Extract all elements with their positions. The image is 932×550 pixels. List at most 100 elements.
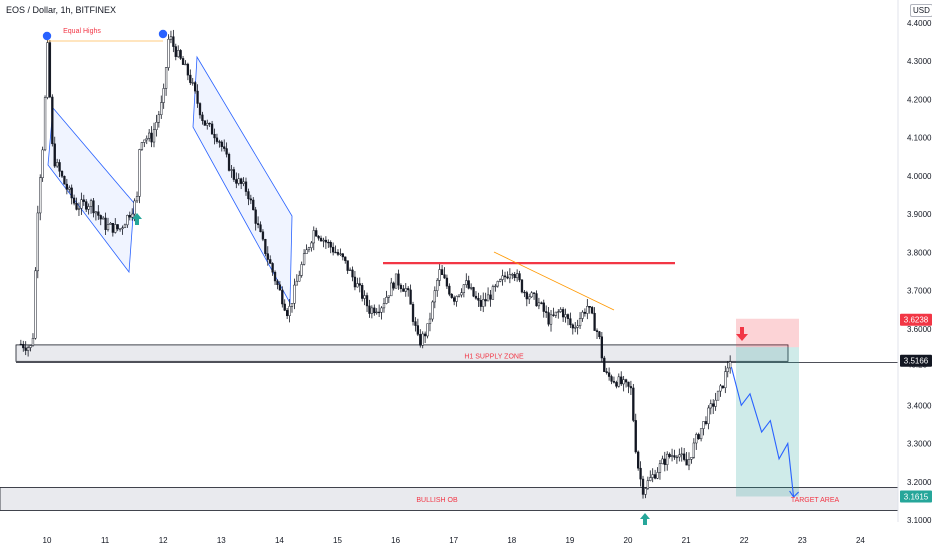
candle-body <box>331 246 335 253</box>
candle-body <box>651 474 654 478</box>
candle-body <box>223 146 226 149</box>
candle-body <box>617 376 620 387</box>
candle-body <box>622 379 625 385</box>
candle-body <box>341 253 344 258</box>
candle-body <box>24 347 27 351</box>
currency-label[interactable]: USD <box>910 4 932 17</box>
candle-body <box>104 217 107 230</box>
projection-arrowhead <box>789 490 799 498</box>
price-label: 3.6238 <box>904 316 929 325</box>
candle-body <box>213 133 216 139</box>
candle-body <box>699 428 703 440</box>
candle-body <box>624 379 628 383</box>
candle-body <box>431 301 434 320</box>
candle-body <box>632 387 635 421</box>
candle-body <box>203 120 206 126</box>
candle-body <box>29 345 32 348</box>
price-label-box <box>900 490 932 503</box>
candle-body <box>719 385 722 392</box>
candle-body <box>394 273 398 289</box>
candle-body <box>288 306 291 316</box>
candle-body <box>489 294 492 300</box>
candle-body <box>283 303 286 311</box>
candle-body <box>576 325 579 328</box>
candle-body <box>327 241 330 244</box>
candle-body <box>148 132 151 139</box>
candle-body <box>80 199 83 209</box>
candle-body <box>685 459 688 466</box>
candle-body <box>663 458 666 465</box>
candle-body <box>479 300 482 307</box>
candle-body <box>271 263 274 273</box>
candle-body <box>181 58 185 65</box>
candle-body <box>174 46 177 57</box>
candle-body <box>634 420 637 453</box>
candle-body <box>225 148 228 155</box>
candle-body <box>322 239 325 242</box>
candle-body <box>252 199 255 211</box>
candle-body <box>559 309 562 312</box>
candle-body <box>365 295 369 307</box>
y-tick-label: 3.3000 <box>907 440 932 449</box>
candle-body <box>220 141 223 147</box>
candle-body <box>557 311 560 313</box>
candle-body <box>198 103 202 116</box>
candle-body <box>133 200 136 215</box>
candle-body <box>525 292 528 300</box>
candle-body <box>675 456 679 459</box>
candle-body <box>164 67 168 89</box>
candle-body <box>237 178 240 184</box>
candle-body <box>34 270 37 339</box>
supply-zone-label: H1 SUPPLY ZONE <box>464 353 524 360</box>
candle-body <box>208 122 211 125</box>
candle-body <box>336 252 340 255</box>
candle-body <box>729 361 732 369</box>
x-tick-label: 21 <box>682 536 691 545</box>
x-tick-label: 10 <box>43 536 52 545</box>
candle-body <box>351 269 354 278</box>
candle-body <box>184 63 187 66</box>
candle-body <box>317 235 320 239</box>
candle-body <box>627 381 630 387</box>
y-tick-label: 4.2000 <box>907 95 932 104</box>
candle-body <box>564 314 567 318</box>
take-profit-box <box>736 347 799 497</box>
candle-body <box>242 181 245 184</box>
channel-layer <box>47 55 293 305</box>
candle-body <box>172 36 175 47</box>
candle-body <box>414 321 417 326</box>
candle-body <box>501 275 504 280</box>
equal-highs-label: Equal Highs <box>63 28 101 35</box>
candle-body <box>419 334 422 346</box>
candle-body <box>607 372 611 377</box>
candle-body <box>19 343 23 346</box>
candle-body <box>646 480 650 489</box>
candle-body <box>269 259 272 264</box>
candle-body <box>692 442 695 458</box>
candle-body <box>714 399 717 407</box>
candle-body <box>566 314 570 319</box>
candle-body <box>600 336 604 359</box>
candle-body <box>540 302 543 304</box>
price-label: 3.1615 <box>904 492 929 501</box>
candle-body <box>629 386 633 389</box>
candle-body <box>194 82 197 92</box>
candle-body <box>436 280 439 291</box>
candle-body <box>305 249 308 254</box>
y-tick-label: 3.8000 <box>907 248 932 257</box>
equal-high-marker <box>158 29 168 39</box>
candle-body <box>276 280 279 285</box>
candle-body <box>503 275 507 278</box>
candle-body <box>138 149 141 197</box>
candle-body <box>530 292 533 298</box>
candle-body <box>639 467 642 480</box>
candle-body <box>232 169 236 180</box>
candle-body <box>87 206 90 210</box>
candle-body <box>673 455 676 458</box>
candle-body <box>433 290 436 303</box>
candle-body <box>445 277 449 287</box>
candle-body <box>121 227 124 230</box>
candle-body <box>312 230 315 244</box>
candle-body <box>60 170 64 177</box>
